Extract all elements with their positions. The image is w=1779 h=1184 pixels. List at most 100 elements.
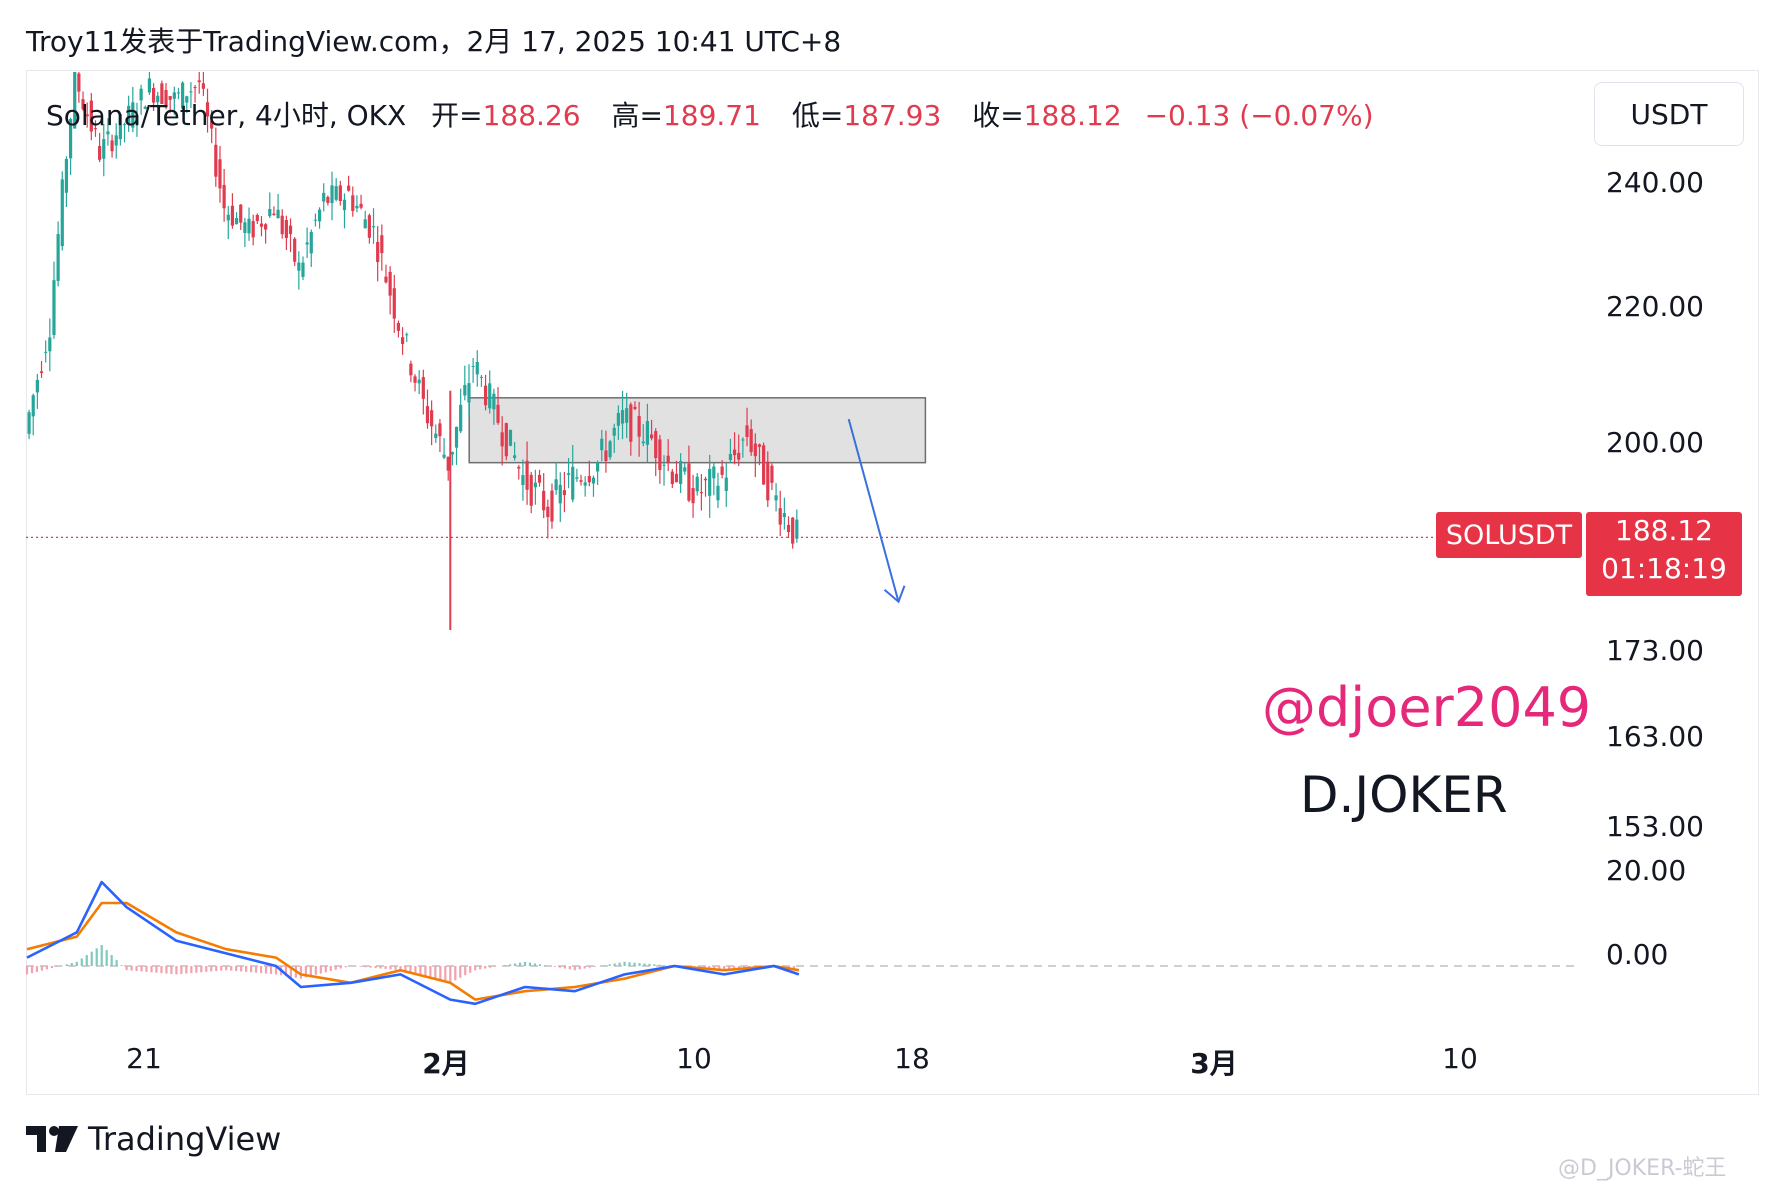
candle-body — [131, 102, 135, 128]
candle-body — [591, 477, 596, 484]
candle — [60, 171, 64, 251]
candle-body — [467, 383, 471, 403]
y-tick-163: 163.00 — [1606, 720, 1704, 753]
candle — [164, 83, 168, 110]
candle — [708, 454, 712, 518]
candle-body — [699, 492, 703, 494]
tradingview-logo-icon — [26, 1126, 78, 1152]
candle — [396, 320, 401, 338]
candle-body — [172, 92, 176, 99]
currency-unit-button[interactable]: USDT — [1594, 82, 1744, 146]
candle — [430, 400, 434, 446]
tradingview-logo[interactable]: TradingView — [26, 1120, 281, 1158]
macd-tick-0: 0.00 — [1606, 938, 1669, 971]
candle — [351, 186, 355, 217]
candle — [766, 451, 770, 507]
candle — [317, 207, 322, 229]
candle — [176, 87, 181, 100]
candle-body — [313, 219, 318, 221]
candle-body — [85, 114, 89, 117]
candle-body — [446, 456, 450, 471]
candle-body — [558, 484, 562, 504]
candle-body — [504, 423, 508, 457]
candle-body — [301, 262, 305, 277]
candle — [405, 332, 409, 342]
candle — [210, 110, 214, 144]
candle — [197, 72, 201, 94]
candle-body — [641, 441, 645, 444]
candle — [73, 72, 77, 129]
candle — [587, 460, 591, 487]
candle-body — [230, 205, 235, 226]
candle-body — [102, 139, 106, 159]
candle — [749, 419, 753, 456]
candle-body — [438, 423, 442, 437]
candle-body — [181, 82, 185, 109]
x-tick-18: 18 — [894, 1042, 930, 1075]
candle — [649, 419, 654, 441]
candle-body — [147, 78, 152, 93]
candle — [517, 464, 521, 480]
candle-body — [745, 425, 749, 437]
candle — [533, 469, 537, 505]
candle — [64, 156, 69, 208]
candle-body — [400, 337, 405, 344]
candle-body — [276, 209, 280, 219]
candle — [479, 375, 484, 387]
y-tick-220: 220.00 — [1606, 290, 1704, 323]
candle-body — [770, 465, 774, 483]
candle-body — [305, 242, 309, 245]
projection-arrow — [847, 418, 900, 602]
high-value: 高=189.71 — [611, 99, 761, 132]
candle — [56, 221, 60, 287]
candle-body — [31, 395, 35, 417]
ohlc-legend: Solana/Tether, 4小时, OKX 开=188.26 高=189.7… — [46, 94, 1374, 134]
candle-body — [64, 158, 69, 193]
candle-body — [118, 114, 122, 140]
candle-body — [695, 476, 699, 492]
candle-body — [309, 231, 313, 254]
candle-body — [110, 140, 114, 152]
candle-body — [525, 460, 529, 490]
y-tick-153: 153.00 — [1606, 810, 1704, 843]
candle — [376, 226, 380, 282]
last-price: 188.12 — [1615, 514, 1713, 547]
candle-body — [421, 377, 425, 399]
candle — [214, 127, 218, 187]
candle — [380, 224, 384, 271]
candle — [504, 422, 508, 461]
candle — [500, 416, 504, 466]
candle — [762, 442, 766, 485]
candle — [172, 86, 176, 115]
candle-body — [322, 192, 326, 202]
candle-body — [554, 479, 558, 491]
candle-body — [193, 87, 197, 89]
candle-body — [600, 438, 604, 451]
candle — [421, 369, 425, 415]
candle — [450, 451, 454, 466]
candle — [363, 210, 367, 229]
candle-body — [521, 475, 525, 486]
change-value: −0.13 (−0.07%) — [1144, 99, 1374, 132]
candle-body — [749, 429, 753, 453]
candle-body — [546, 506, 550, 518]
candle-body — [255, 214, 259, 221]
candle — [666, 439, 670, 472]
candle — [193, 84, 197, 103]
candle-body — [649, 434, 654, 439]
candle-body — [583, 482, 587, 486]
candle-body — [450, 452, 454, 455]
candle-body — [168, 96, 172, 100]
candle-body — [691, 487, 695, 504]
x-tick-feb: 2月 — [422, 1047, 470, 1080]
candle-body — [488, 383, 492, 409]
candle-body — [39, 371, 44, 374]
candle — [114, 123, 118, 159]
candle — [558, 472, 562, 522]
candle-body — [782, 513, 786, 518]
candle — [392, 274, 396, 333]
candle-body — [434, 433, 438, 439]
candle-body — [355, 205, 359, 209]
candle-body — [575, 477, 579, 479]
